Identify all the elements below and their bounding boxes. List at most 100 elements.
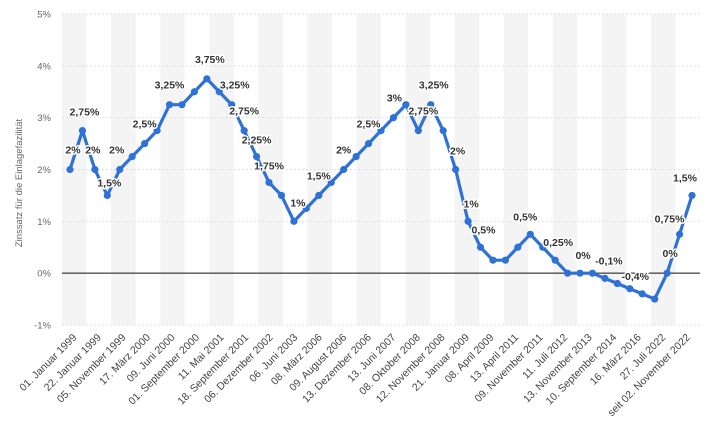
data-label: 0,25% bbox=[543, 237, 573, 249]
data-point bbox=[203, 75, 211, 83]
data-point bbox=[128, 152, 136, 161]
data-point bbox=[340, 165, 348, 174]
data-label: 1,75% bbox=[254, 160, 284, 172]
data-label-halo: 2,75% bbox=[229, 106, 259, 118]
data-label: 3,75% bbox=[195, 54, 225, 66]
y-axis-tick-labels: -1% 0% 1% 2% 3% 4% 5% bbox=[34, 10, 51, 332]
data-point bbox=[290, 217, 298, 225]
data-labels: 2%2%2,75%2,75%2%2%1,5%1,5%2%2%2,5%2,5%3,… bbox=[64, 52, 699, 284]
data-point bbox=[153, 127, 161, 135]
data-label-halo: 1% bbox=[290, 197, 306, 209]
data-label-halo: 2,5% bbox=[133, 119, 158, 131]
data-label: 0,5% bbox=[472, 224, 497, 236]
data-point bbox=[228, 101, 236, 109]
data-label: 3,25% bbox=[220, 80, 250, 92]
y-tick-label: 2% bbox=[37, 165, 51, 176]
y-tick-label: 5% bbox=[37, 10, 51, 21]
data-label-halo: 2% bbox=[85, 145, 101, 157]
data-point bbox=[601, 274, 609, 282]
data-point bbox=[414, 127, 422, 135]
data-label-halo: 3,25% bbox=[419, 80, 449, 92]
data-label: 3,25% bbox=[419, 80, 449, 92]
data-point bbox=[116, 165, 124, 174]
data-label: 2,75% bbox=[408, 106, 438, 118]
data-label: 0,75% bbox=[655, 213, 685, 225]
data-point bbox=[464, 217, 472, 225]
data-label: 2% bbox=[109, 145, 125, 157]
data-label: 2,5% bbox=[357, 119, 382, 131]
data-label-halo: 2% bbox=[450, 146, 466, 158]
data-label-halo: 2% bbox=[65, 145, 81, 157]
data-point bbox=[576, 269, 584, 277]
data-label-halo: 1% bbox=[463, 198, 479, 210]
data-point bbox=[141, 139, 149, 148]
data-label-halo: 1,5% bbox=[673, 172, 698, 184]
data-point bbox=[103, 191, 111, 200]
data-point bbox=[476, 243, 485, 251]
data-label: 2,75% bbox=[70, 107, 100, 119]
data-label: 2,25% bbox=[242, 135, 272, 147]
data-label-halo: 3,75% bbox=[195, 54, 225, 66]
data-point bbox=[526, 230, 534, 238]
data-label: 3% bbox=[387, 93, 403, 105]
y-tick-label: 4% bbox=[37, 61, 51, 72]
data-point bbox=[165, 101, 174, 109]
data-point bbox=[613, 279, 621, 288]
data-label-halo: 2,25% bbox=[242, 135, 272, 147]
data-point bbox=[402, 101, 410, 109]
data-point bbox=[688, 191, 696, 200]
data-label: 1,5% bbox=[307, 170, 332, 182]
data-label-halo: 2% bbox=[109, 145, 125, 157]
data-label-halo: 0,5% bbox=[513, 211, 538, 223]
data-label: 1% bbox=[463, 198, 479, 210]
data-points bbox=[66, 75, 696, 303]
data-point bbox=[190, 88, 198, 96]
data-point bbox=[377, 127, 385, 135]
y-tick-label: 3% bbox=[37, 113, 51, 124]
data-label: 2% bbox=[450, 146, 466, 158]
data-label-halo: 1,75% bbox=[254, 160, 284, 172]
y-tick-label: -1% bbox=[34, 321, 51, 332]
data-point bbox=[501, 256, 509, 264]
data-label: 1% bbox=[290, 197, 306, 209]
data-label: -0,1% bbox=[595, 255, 623, 267]
background-band bbox=[356, 14, 381, 325]
data-label: 0,5% bbox=[513, 211, 538, 223]
data-label: 2,5% bbox=[133, 119, 158, 131]
data-point bbox=[514, 243, 522, 251]
data-label: -0,4% bbox=[622, 271, 650, 283]
data-label: 0% bbox=[663, 248, 679, 260]
data-label-halo: 0% bbox=[575, 250, 591, 262]
data-label-halo: 2% bbox=[336, 145, 352, 157]
data-label-halo: 1,5% bbox=[97, 177, 122, 189]
data-label: 2% bbox=[85, 145, 101, 157]
data-point bbox=[78, 127, 87, 135]
data-label: 1,5% bbox=[97, 177, 122, 189]
data-point bbox=[588, 269, 597, 277]
data-label: 0% bbox=[575, 250, 591, 262]
data-point bbox=[489, 256, 497, 264]
data-label: 1,5% bbox=[673, 172, 698, 184]
data-label-halo: 3,25% bbox=[220, 80, 250, 92]
data-label-halo: 0% bbox=[663, 248, 679, 260]
data-point bbox=[253, 152, 261, 161]
data-label-halo: 0,25% bbox=[543, 237, 573, 249]
data-label: 3,25% bbox=[155, 80, 185, 92]
y-tick-label: 0% bbox=[37, 269, 51, 280]
y-tick-label: 1% bbox=[37, 217, 51, 228]
data-label-halo: 3,25% bbox=[155, 80, 185, 92]
data-label-halo: -0,1% bbox=[595, 255, 623, 267]
data-point bbox=[389, 114, 398, 122]
data-label-halo: 2,75% bbox=[408, 106, 438, 118]
data-point bbox=[327, 178, 335, 187]
background-band bbox=[552, 14, 578, 325]
data-label-halo: 2,5% bbox=[357, 119, 382, 131]
data-point bbox=[663, 269, 671, 277]
data-point bbox=[315, 191, 323, 200]
data-label-halo: 3% bbox=[387, 93, 403, 105]
data-point bbox=[626, 285, 634, 293]
data-point bbox=[364, 139, 373, 148]
data-point bbox=[551, 256, 559, 264]
